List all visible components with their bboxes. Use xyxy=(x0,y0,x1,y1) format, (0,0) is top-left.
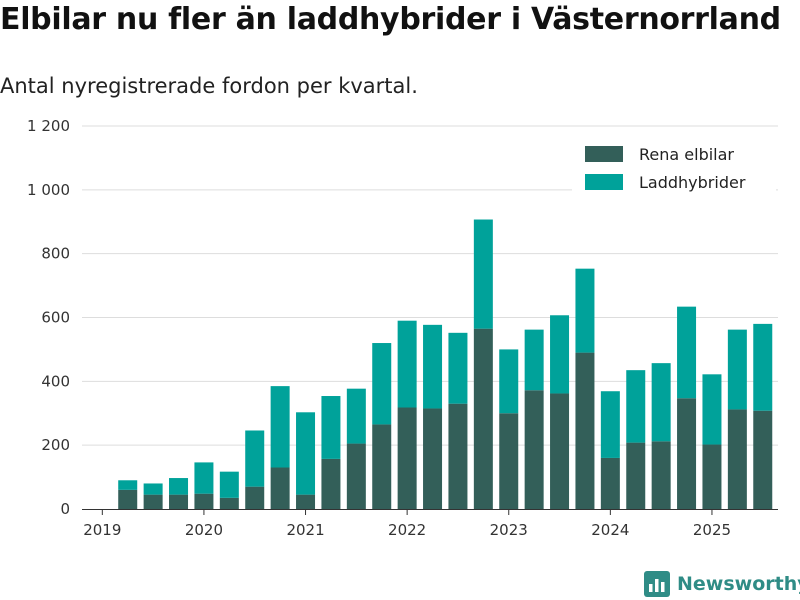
bar-laddhybrider xyxy=(753,323,773,411)
bar-laddhybrider xyxy=(245,430,265,487)
legend-label-rena-elbilar: Rena elbilar xyxy=(639,145,734,164)
bar-rena-elbilar xyxy=(727,409,747,509)
bar-rena-elbilar xyxy=(143,494,163,509)
x-tick-label: 2023 xyxy=(490,521,528,539)
y-tick-label: 0 xyxy=(60,500,70,518)
x-tick-label: 2025 xyxy=(693,521,731,539)
y-tick-label: 600 xyxy=(41,309,70,327)
bar-rena-elbilar xyxy=(169,494,189,509)
legend-swatch-rena-elbilar xyxy=(585,146,623,162)
bar-laddhybrider xyxy=(550,315,570,394)
bar-laddhybrider xyxy=(677,306,697,399)
bar-laddhybrider xyxy=(524,329,544,391)
brand-name: Newsworthy xyxy=(677,573,800,595)
legend-label-laddhybrider: Laddhybrider xyxy=(639,173,746,192)
bar-rena-elbilar xyxy=(296,494,316,509)
bar-rena-elbilar xyxy=(397,407,417,509)
bar-rena-elbilar xyxy=(753,410,773,509)
brand-logo: Newsworthy xyxy=(644,568,800,600)
bar-rena-elbilar xyxy=(473,328,493,509)
bar-laddhybrider xyxy=(702,374,722,445)
x-tick-label: 2019 xyxy=(83,521,121,539)
chart-title: Elbilar nu fler än laddhybrider i Väster… xyxy=(0,2,781,37)
bar-laddhybrider xyxy=(626,370,646,443)
bar-laddhybrider xyxy=(219,471,239,498)
bar-rena-elbilar xyxy=(499,413,519,509)
y-tick-label: 1 200 xyxy=(27,117,70,135)
bar-rena-elbilar xyxy=(575,352,595,509)
x-tick-label: 2020 xyxy=(185,521,223,539)
axes: 0 200 400 600 800 1 000 1 200 2019 2020 2021 2022 2… xyxy=(27,117,778,539)
bar-laddhybrider xyxy=(346,388,366,444)
bar-chart-icon xyxy=(644,571,670,597)
bar-laddhybrider xyxy=(499,349,519,414)
chart-subtitle: Antal nyregistrerade fordon per kvartal. xyxy=(0,74,418,98)
bar-rena-elbilar xyxy=(372,424,392,509)
bar-rena-elbilar xyxy=(194,493,214,509)
y-tick-label: 800 xyxy=(41,245,70,263)
bar-laddhybrider xyxy=(169,478,189,495)
bar-laddhybrider xyxy=(143,483,163,495)
bar-laddhybrider xyxy=(118,480,138,490)
bar-laddhybrider xyxy=(448,332,468,404)
bar-rena-elbilar xyxy=(524,390,544,509)
bar-rena-elbilar xyxy=(423,408,443,509)
legend-swatch-laddhybrider xyxy=(585,174,623,190)
x-tick-label: 2022 xyxy=(388,521,426,539)
bar-rena-elbilar xyxy=(118,489,138,509)
y-tick-label: 200 xyxy=(41,436,70,454)
bar-rena-elbilar xyxy=(270,467,290,509)
bar-laddhybrider xyxy=(600,391,620,458)
bar-rena-elbilar xyxy=(626,442,646,509)
bar-rena-elbilar xyxy=(677,398,697,509)
bar-laddhybrider xyxy=(372,343,392,425)
bar-laddhybrider xyxy=(321,396,341,459)
x-tick-label: 2021 xyxy=(286,521,324,539)
bar-rena-elbilar xyxy=(651,441,671,509)
bar-laddhybrider xyxy=(270,386,290,468)
bar-rena-elbilar xyxy=(448,403,468,509)
bar-rena-elbilar xyxy=(245,486,265,509)
legend: Rena elbilar Laddhybrider xyxy=(572,138,776,200)
y-tick-label: 1 000 xyxy=(27,181,70,199)
bar-laddhybrider xyxy=(296,412,316,495)
bars xyxy=(118,219,773,509)
bar-rena-elbilar xyxy=(346,443,366,509)
bar-rena-elbilar xyxy=(550,393,570,509)
x-tick-label: 2024 xyxy=(591,521,629,539)
bar-laddhybrider xyxy=(575,268,595,353)
bar-rena-elbilar xyxy=(321,458,341,509)
y-tick-label: 400 xyxy=(41,372,70,390)
bar-laddhybrider xyxy=(397,320,417,408)
bar-laddhybrider xyxy=(423,324,443,409)
bar-rena-elbilar xyxy=(702,444,722,509)
bar-rena-elbilar xyxy=(219,497,239,509)
bar-laddhybrider xyxy=(651,363,671,442)
bar-laddhybrider xyxy=(194,462,214,494)
bar-rena-elbilar xyxy=(600,457,620,509)
bar-laddhybrider xyxy=(473,219,493,329)
bar-laddhybrider xyxy=(727,329,747,410)
